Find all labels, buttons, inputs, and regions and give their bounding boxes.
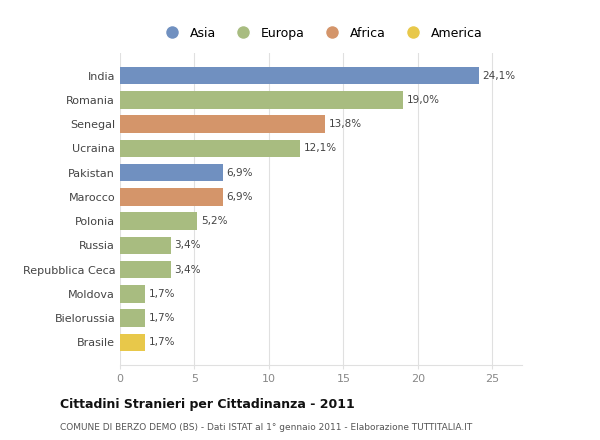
Bar xyxy=(120,139,300,157)
Text: Cittadini Stranieri per Cittadinanza - 2011: Cittadini Stranieri per Cittadinanza - 2… xyxy=(60,398,355,411)
Text: 24,1%: 24,1% xyxy=(482,71,515,81)
Bar xyxy=(120,213,197,230)
Text: 1,7%: 1,7% xyxy=(149,289,176,299)
Text: 1,7%: 1,7% xyxy=(149,313,176,323)
Legend: Asia, Europa, Africa, America: Asia, Europa, Africa, America xyxy=(155,22,487,44)
Bar xyxy=(120,237,170,254)
Text: 3,4%: 3,4% xyxy=(175,264,201,275)
Bar xyxy=(120,91,403,109)
Text: COMUNE DI BERZO DEMO (BS) - Dati ISTAT al 1° gennaio 2011 - Elaborazione TUTTITA: COMUNE DI BERZO DEMO (BS) - Dati ISTAT a… xyxy=(60,423,472,433)
Text: 13,8%: 13,8% xyxy=(329,119,362,129)
Bar xyxy=(120,261,170,279)
Text: 1,7%: 1,7% xyxy=(149,337,176,347)
Text: 12,1%: 12,1% xyxy=(304,143,337,154)
Bar xyxy=(120,285,145,303)
Text: 6,9%: 6,9% xyxy=(226,168,253,178)
Bar xyxy=(120,115,325,133)
Bar xyxy=(120,67,479,84)
Bar xyxy=(120,309,145,327)
Bar xyxy=(120,164,223,181)
Bar xyxy=(120,188,223,205)
Text: 3,4%: 3,4% xyxy=(175,240,201,250)
Text: 5,2%: 5,2% xyxy=(201,216,227,226)
Text: 6,9%: 6,9% xyxy=(226,192,253,202)
Text: 19,0%: 19,0% xyxy=(407,95,440,105)
Bar xyxy=(120,334,145,351)
